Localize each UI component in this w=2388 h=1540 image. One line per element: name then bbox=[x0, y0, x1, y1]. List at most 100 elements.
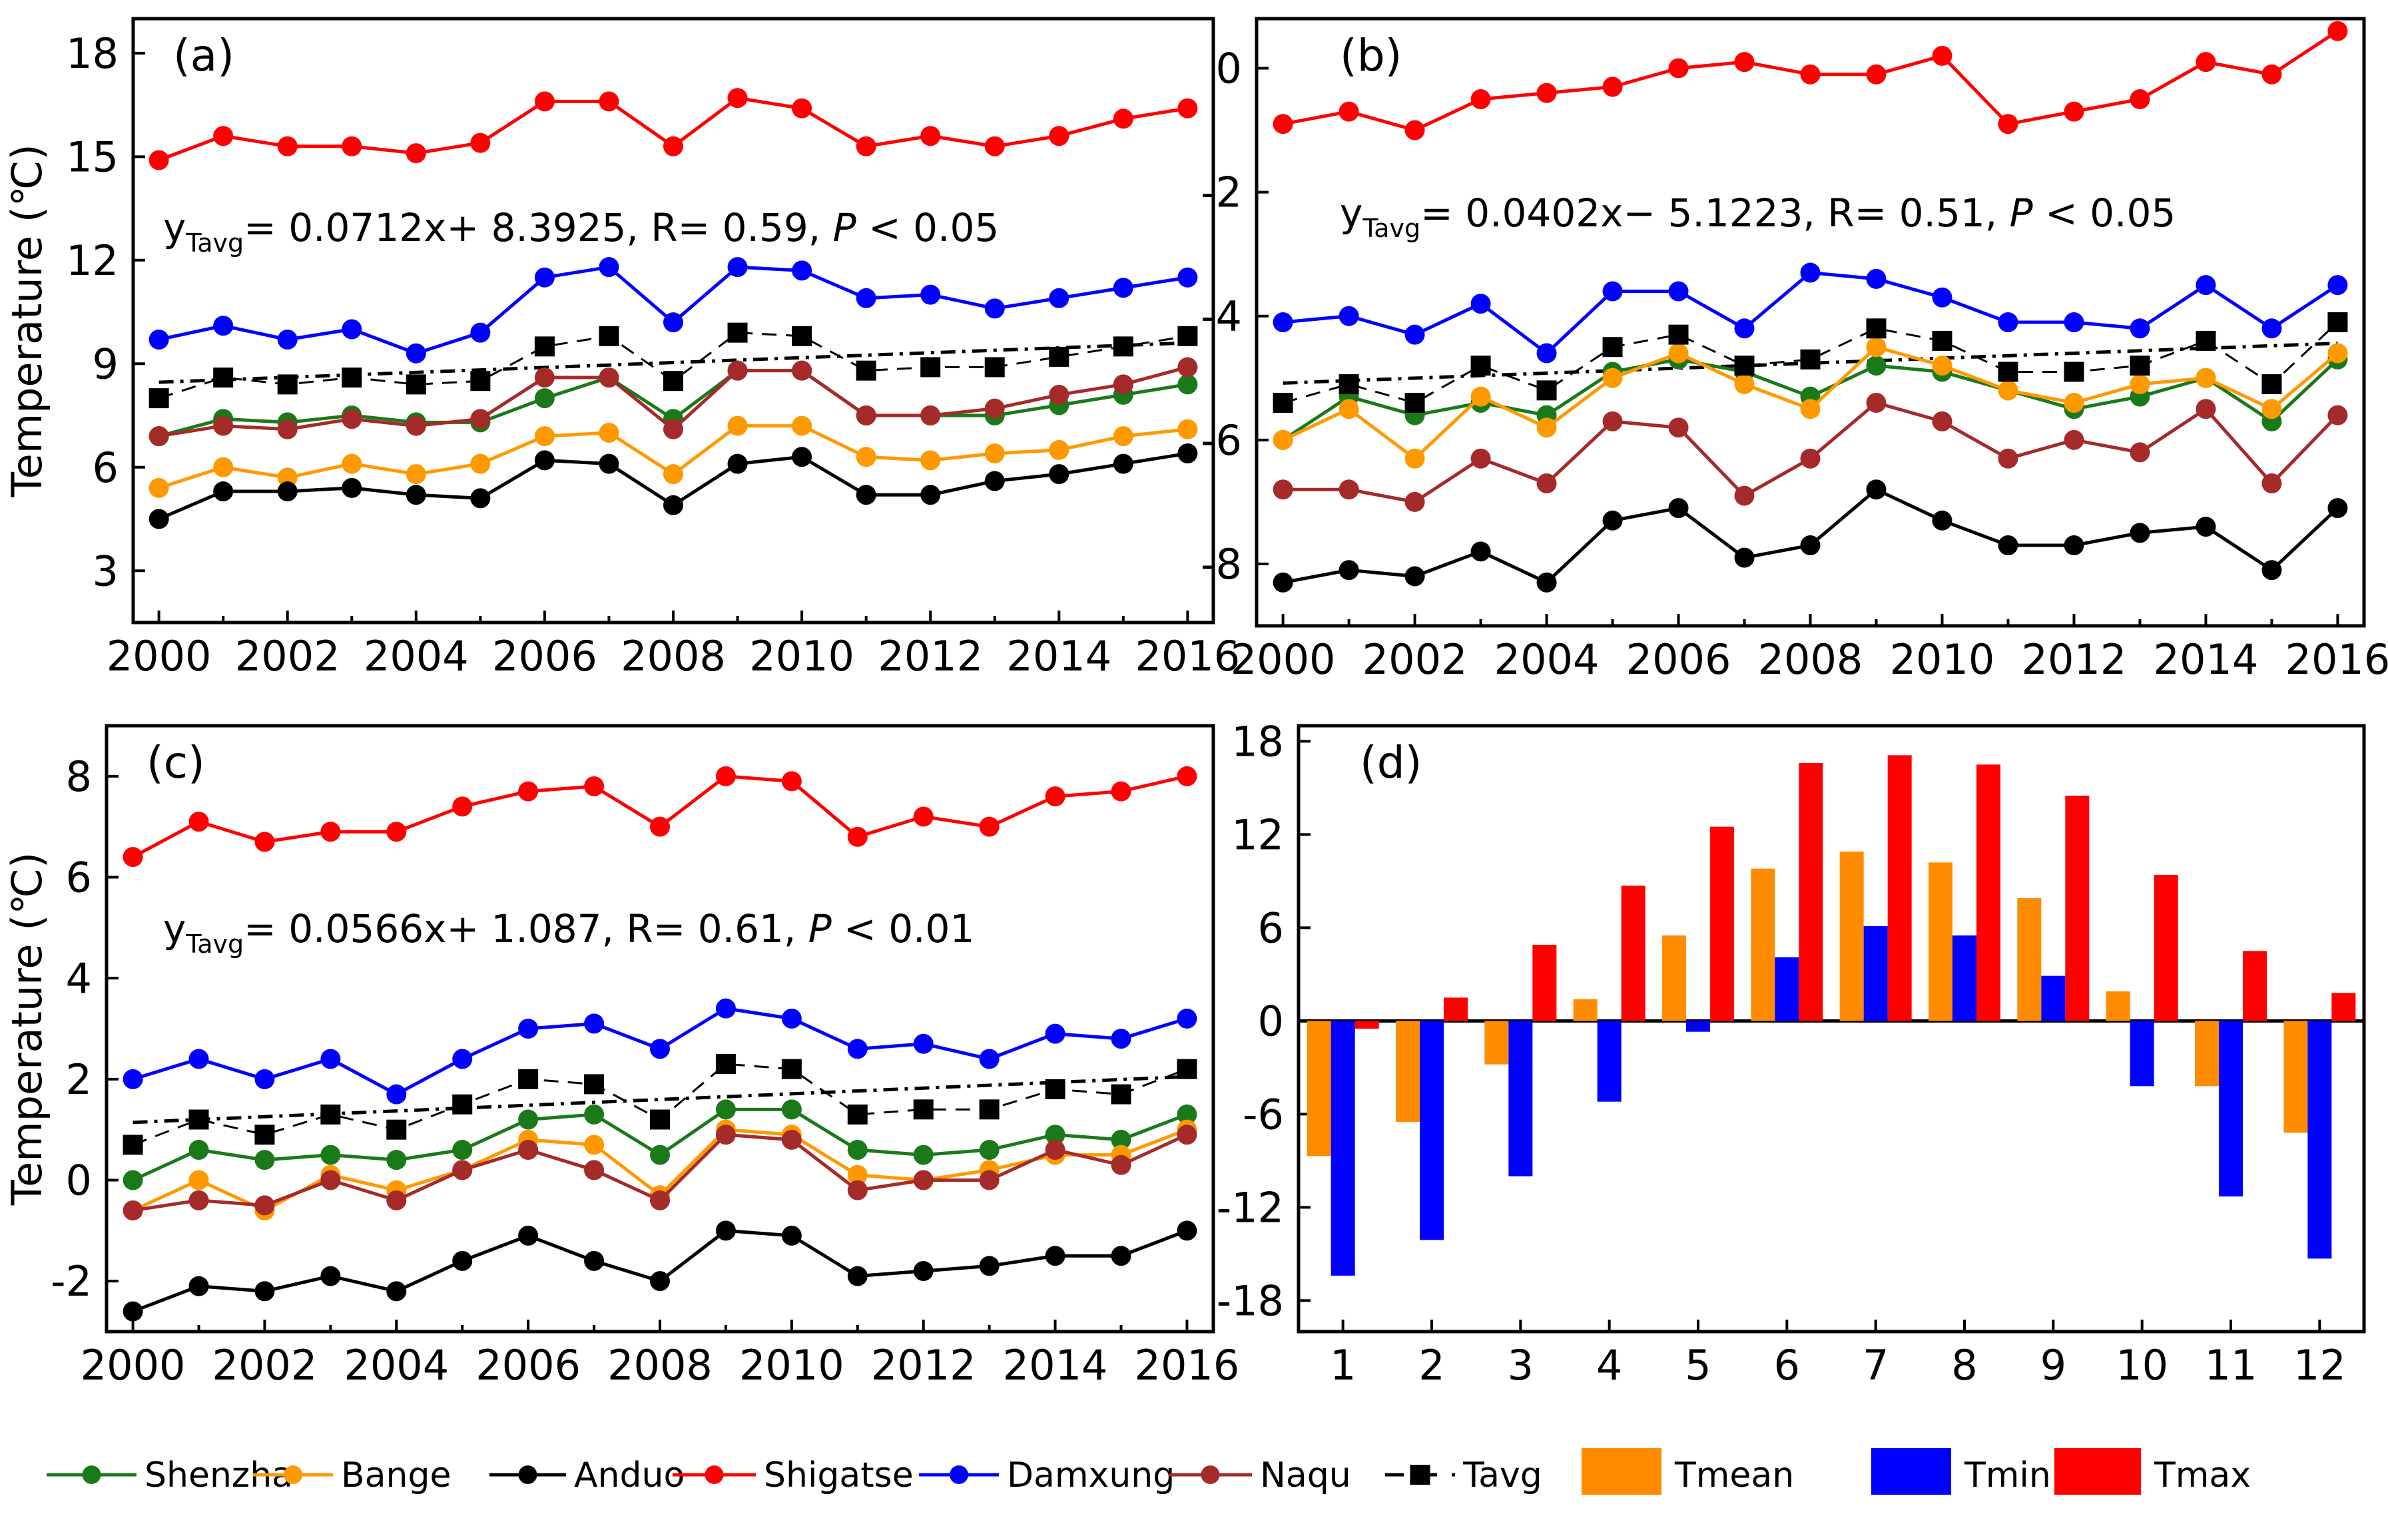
series-line-tavg bbox=[133, 1063, 1187, 1146]
y-tick-label: -12 bbox=[1217, 1183, 1284, 1232]
data-point-naqu bbox=[584, 1160, 605, 1180]
data-point-shigatse bbox=[406, 143, 426, 164]
x-tick-label: 6 bbox=[1774, 1341, 1800, 1390]
y-tick-label: 8 bbox=[66, 752, 92, 801]
x-tick-label: 2014 bbox=[1006, 632, 1111, 680]
data-point-damxung bbox=[1045, 1023, 1065, 1044]
eq-body: = 0.0566x+ 1.087, R= 0.61, bbox=[244, 906, 808, 951]
y-tick-label: 12 bbox=[1231, 810, 1284, 859]
data-point-anduo bbox=[518, 1225, 539, 1246]
data-point-naqu bbox=[1404, 491, 1425, 512]
data-point-shigatse bbox=[663, 136, 683, 156]
data-point-shenzha bbox=[188, 1140, 209, 1160]
bar-tmin bbox=[1597, 1021, 1622, 1102]
data-point-shigatse bbox=[534, 91, 555, 112]
data-point-tavg bbox=[1932, 330, 1952, 351]
data-point-damxung bbox=[1404, 324, 1425, 345]
data-point-shenzha bbox=[650, 1145, 670, 1165]
data-point-tavg bbox=[518, 1069, 539, 1089]
data-point-shigatse bbox=[650, 816, 670, 837]
data-point-bange bbox=[1800, 399, 1821, 419]
x-tick-label: 2016 bbox=[1135, 632, 1240, 680]
data-point-naqu bbox=[847, 1180, 868, 1200]
legend-item-damxung: Damxung bbox=[919, 1455, 1175, 1495]
data-point-tavg bbox=[149, 388, 169, 409]
data-point-anduo bbox=[534, 450, 555, 471]
data-point-naqu bbox=[979, 1170, 1000, 1190]
eq-p-label: P bbox=[833, 205, 856, 250]
data-point-damxung bbox=[979, 1049, 1000, 1069]
data-point-anduo bbox=[342, 477, 362, 498]
legend-marker bbox=[82, 1465, 101, 1484]
data-point-tavg bbox=[781, 1059, 802, 1079]
data-point-naqu bbox=[452, 1160, 473, 1180]
y-tick-label: -6 bbox=[1201, 416, 1242, 465]
data-point-naqu bbox=[123, 1200, 143, 1220]
data-point-anduo bbox=[2327, 498, 2348, 519]
data-point-bange bbox=[792, 415, 812, 436]
data-point-tavg bbox=[847, 1104, 868, 1125]
data-point-damxung bbox=[984, 298, 1005, 319]
data-point-anduo bbox=[1998, 535, 2018, 556]
y-tick-label: -18 bbox=[1217, 1276, 1284, 1325]
data-point-anduo bbox=[847, 1266, 868, 1286]
data-point-bange bbox=[1470, 386, 1491, 407]
data-point-tavg bbox=[913, 1099, 934, 1120]
data-point-bange bbox=[663, 464, 683, 485]
tavg-trend-line bbox=[133, 1075, 1187, 1125]
data-point-damxung bbox=[188, 1049, 209, 1069]
data-point-anduo bbox=[386, 1281, 407, 1302]
data-point-anduo bbox=[781, 1225, 802, 1246]
x-tick-label: 2010 bbox=[739, 1341, 844, 1390]
data-point-damxung bbox=[452, 1049, 473, 1069]
data-point-shigatse bbox=[277, 136, 298, 156]
data-point-tavg bbox=[2261, 374, 2282, 395]
data-point-tavg bbox=[342, 368, 362, 388]
data-point-bange bbox=[1602, 368, 1623, 388]
data-point-tavg bbox=[979, 1099, 1000, 1120]
data-point-damxung bbox=[781, 1008, 802, 1029]
data-point-shenzha bbox=[518, 1109, 539, 1130]
data-point-damxung bbox=[213, 316, 234, 336]
data-point-shenzha bbox=[584, 1104, 605, 1125]
x-tick-label: 2006 bbox=[475, 1341, 581, 1390]
legend-marker bbox=[705, 1465, 724, 1484]
data-point-anduo bbox=[2196, 517, 2216, 537]
y-tick-label: 2 bbox=[66, 1055, 92, 1104]
x-tick-label: 1 bbox=[1330, 1341, 1356, 1390]
data-point-shigatse bbox=[2130, 89, 2150, 109]
data-point-damxung bbox=[663, 312, 683, 333]
data-point-naqu bbox=[2327, 405, 2348, 425]
data-point-shigatse bbox=[188, 812, 209, 832]
data-point-shigatse bbox=[1049, 126, 1069, 146]
x-tick-label: 2004 bbox=[1494, 635, 1600, 684]
data-point-damxung bbox=[342, 319, 362, 340]
legend-item-tmin: Tmin bbox=[1871, 1448, 2051, 1495]
data-point-damxung bbox=[2327, 275, 2348, 296]
y-tick-label: -2 bbox=[51, 1257, 92, 1306]
y-tick-label: 12 bbox=[66, 236, 119, 285]
data-point-bange bbox=[920, 450, 941, 471]
legend-marker bbox=[518, 1465, 537, 1484]
data-point-damxung bbox=[2064, 312, 2084, 332]
legend-swatch bbox=[2054, 1448, 2141, 1495]
data-point-damxung bbox=[715, 998, 736, 1019]
data-point-bange bbox=[584, 1135, 605, 1155]
plot-frame-d bbox=[1297, 724, 2366, 1334]
bar-tmin bbox=[1775, 957, 1799, 1021]
data-point-shigatse bbox=[984, 136, 1005, 156]
series-line-damxung bbox=[1283, 270, 2339, 356]
data-point-damxung bbox=[1536, 343, 1557, 364]
data-point-tavg bbox=[650, 1109, 670, 1130]
data-point-anduo bbox=[1273, 572, 1293, 593]
data-point-tavg bbox=[599, 326, 619, 346]
legend-item-shigatse: Shigatse bbox=[673, 1455, 914, 1495]
data-point-shigatse bbox=[1273, 114, 1293, 134]
legend-label: Tmin bbox=[1964, 1455, 2051, 1495]
bar-tmin bbox=[1508, 1021, 1533, 1176]
data-point-bange bbox=[727, 415, 748, 436]
data-point-shenzha bbox=[320, 1145, 341, 1165]
x-tick-label: 2008 bbox=[621, 632, 726, 680]
legend-item-bange: Bange bbox=[253, 1455, 451, 1495]
data-point-anduo bbox=[1536, 572, 1557, 593]
